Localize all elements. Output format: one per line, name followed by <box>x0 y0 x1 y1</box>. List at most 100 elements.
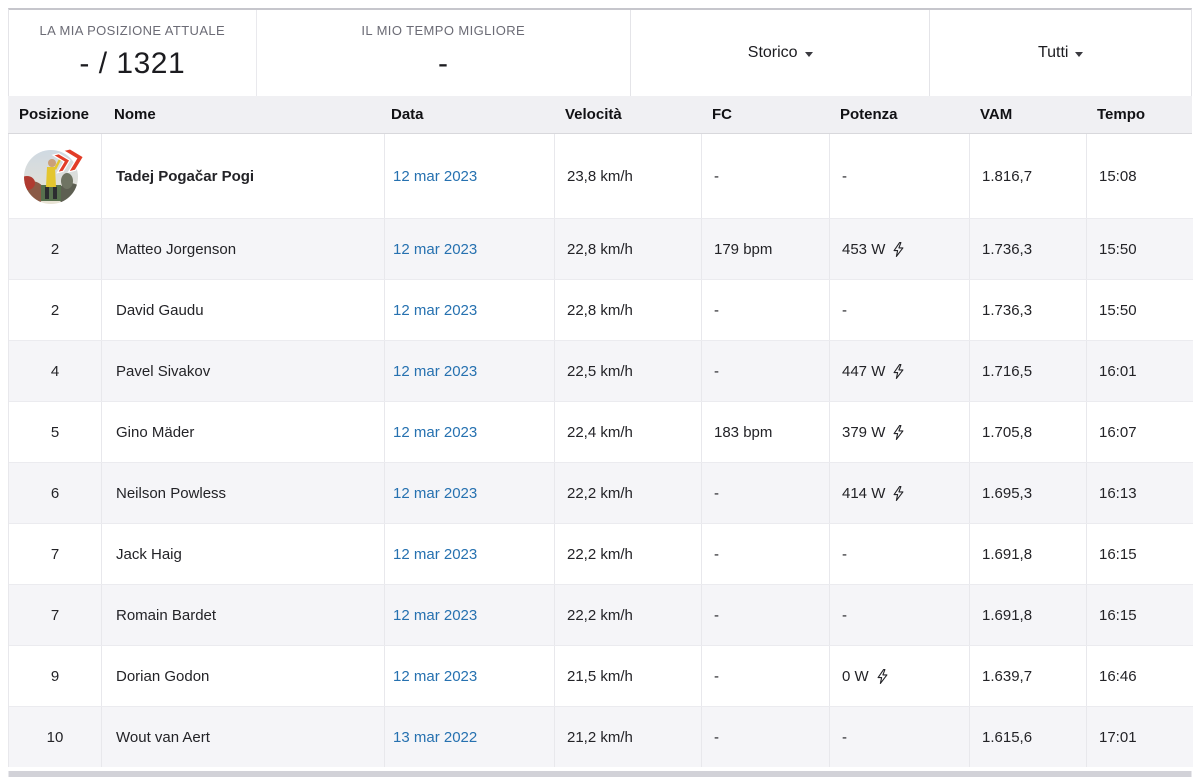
rank-value: 2 <box>50 240 60 258</box>
rank-value: 7 <box>50 545 60 563</box>
hr-value: - <box>701 341 829 401</box>
date-cell: 12 mar 2023 <box>384 524 554 584</box>
table-row: 4 Pavel Sivakov 12 mar 2023 22,5 km/h - … <box>9 340 1193 401</box>
power-value: - <box>842 606 847 624</box>
rank-cell: 5 <box>9 402 101 462</box>
table-cutoff <box>8 771 1192 777</box>
athlete-name: Neilson Powless <box>101 463 384 523</box>
table-row: 2 David Gaudu 12 mar 2023 22,8 km/h - - … <box>9 279 1193 340</box>
rank-cell: 4 <box>9 341 101 401</box>
power-meter-icon <box>893 424 904 440</box>
table-row: 10 Wout van Aert 13 mar 2022 21,2 km/h -… <box>9 706 1193 767</box>
column-header-data: Data <box>391 106 424 123</box>
my-position-value: - / 1321 <box>79 47 186 80</box>
effort-date-link[interactable]: 12 mar 2023 <box>393 667 478 685</box>
rank-cell <box>9 134 101 218</box>
rank-value: 7 <box>50 606 60 624</box>
power-value: 453 W <box>842 240 886 258</box>
hr-value: - <box>701 280 829 340</box>
table-row: 9 Dorian Godon 12 mar 2023 21,5 km/h - 0… <box>9 645 1193 706</box>
effort-date-link[interactable]: 12 mar 2023 <box>393 423 478 441</box>
power-meter-icon <box>893 363 904 379</box>
vam-value: 1.705,8 <box>969 402 1086 462</box>
table-row: 6 Neilson Powless 12 mar 2023 22,2 km/h … <box>9 462 1193 523</box>
athlete-name: Dorian Godon <box>101 646 384 706</box>
speed-value: 22,4 km/h <box>554 402 701 462</box>
athlete-name: Gino Mäder <box>101 402 384 462</box>
athlete-name: Romain Bardet <box>101 585 384 645</box>
table-row: 7 Jack Haig 12 mar 2023 22,2 km/h - - 1.… <box>9 523 1193 584</box>
effort-date-link[interactable]: 12 mar 2023 <box>393 545 478 563</box>
hr-value: 183 bpm <box>701 402 829 462</box>
power-value: - <box>842 301 847 319</box>
athlete-name: David Gaudu <box>101 280 384 340</box>
speed-value: 22,2 km/h <box>554 524 701 584</box>
power-cell: 0 W <box>829 646 969 706</box>
power-value: - <box>842 167 847 185</box>
power-meter-icon <box>893 241 904 257</box>
effort-date-link[interactable]: 12 mar 2023 <box>393 301 478 319</box>
effort-date-link[interactable]: 12 mar 2023 <box>393 606 478 624</box>
column-header-tempo: Tempo <box>1097 106 1146 123</box>
vam-value: 1.816,7 <box>969 134 1086 218</box>
power-cell: - <box>829 280 969 340</box>
power-cell: 453 W <box>829 219 969 279</box>
athlete-name: Jack Haig <box>101 524 384 584</box>
kom-chevrons-icon <box>51 148 85 174</box>
vam-value: 1.716,5 <box>969 341 1086 401</box>
chevron-down-icon <box>1075 51 1084 57</box>
rank-value: 9 <box>50 667 60 685</box>
rank-cell: 2 <box>9 280 101 340</box>
effort-date-link[interactable]: 12 mar 2023 <box>393 240 478 258</box>
table-row: 5 Gino Mäder 12 mar 2023 22,4 km/h 183 b… <box>9 401 1193 462</box>
summary-strip: LA MIA POSIZIONE ATTUALE - / 1321 IL MIO… <box>8 8 1192 96</box>
rank-value: 6 <box>50 484 60 502</box>
speed-value: 22,8 km/h <box>554 280 701 340</box>
time-value: 15:50 <box>1086 219 1193 279</box>
time-value: 16:13 <box>1086 463 1193 523</box>
athlete-name: Pavel Sivakov <box>101 341 384 401</box>
speed-value: 22,2 km/h <box>554 463 701 523</box>
date-cell: 12 mar 2023 <box>384 134 554 218</box>
vam-value: 1.615,6 <box>969 707 1086 767</box>
column-header-velocita: Velocità <box>565 106 622 123</box>
hr-value: - <box>701 134 829 218</box>
athlete-name: Tadej Pogačar Pogi <box>101 134 384 218</box>
rank-cell: 7 <box>9 585 101 645</box>
rank-cell: 10 <box>9 707 101 767</box>
power-cell: - <box>829 134 969 218</box>
date-cell: 12 mar 2023 <box>384 463 554 523</box>
hr-value: - <box>701 585 829 645</box>
speed-value: 21,5 km/h <box>554 646 701 706</box>
athletes-filter-label: Tutti <box>1037 44 1069 61</box>
time-value: 16:07 <box>1086 402 1193 462</box>
history-filter-dropdown[interactable]: Storico <box>629 10 930 96</box>
my-position-box: LA MIA POSIZIONE ATTUALE - / 1321 <box>9 10 256 96</box>
date-cell: 12 mar 2023 <box>384 280 554 340</box>
vam-value: 1.691,8 <box>969 585 1086 645</box>
power-cell: - <box>829 524 969 584</box>
date-cell: 12 mar 2023 <box>384 341 554 401</box>
speed-value: 22,5 km/h <box>554 341 701 401</box>
athlete-avatar[interactable] <box>23 147 87 205</box>
athletes-filter-dropdown[interactable]: Tutti <box>929 10 1191 96</box>
hr-value: - <box>701 524 829 584</box>
effort-date-link[interactable]: 12 mar 2023 <box>393 484 478 502</box>
hr-value: - <box>701 707 829 767</box>
rank-value: 10 <box>46 728 64 746</box>
time-value: 16:01 <box>1086 341 1193 401</box>
chevron-down-icon <box>804 51 813 57</box>
effort-date-link[interactable]: 13 mar 2022 <box>393 728 478 746</box>
date-cell: 12 mar 2023 <box>384 219 554 279</box>
rank-value: 5 <box>50 423 60 441</box>
power-meter-icon <box>893 485 904 501</box>
power-cell: 379 W <box>829 402 969 462</box>
rank-cell: 9 <box>9 646 101 706</box>
speed-value: 23,8 km/h <box>554 134 701 218</box>
rank-cell: 7 <box>9 524 101 584</box>
next-row-edge <box>9 771 1191 777</box>
hr-value: 179 bpm <box>701 219 829 279</box>
effort-date-link[interactable]: 12 mar 2023 <box>393 362 478 380</box>
power-value: 414 W <box>842 484 886 502</box>
effort-date-link[interactable]: 12 mar 2023 <box>393 167 478 185</box>
